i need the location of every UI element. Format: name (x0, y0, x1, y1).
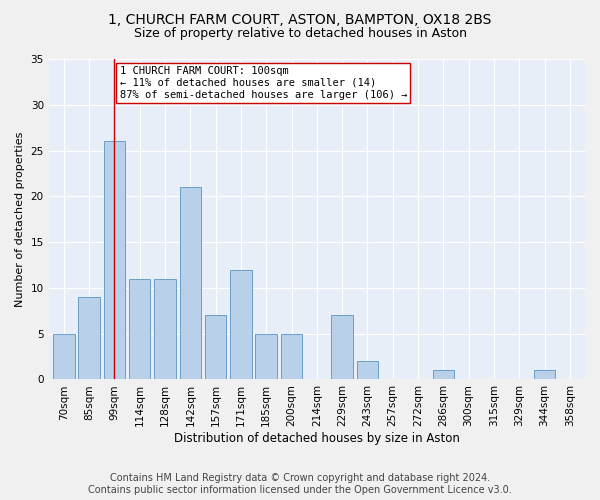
Bar (79, 297, 100, 380)
Text: 1 CHURCH FARM COURT: 100sqm
← 11% of detached houses are smaller (14)
87% of sem: 1 CHURCH FARM COURT: 100sqm ← 11% of det… (119, 66, 407, 100)
Bar (433, 370, 454, 380)
Bar (154, 278, 176, 380)
Bar (356, 361, 378, 380)
Bar (331, 316, 353, 380)
Bar (256, 334, 277, 380)
Bar (230, 270, 251, 380)
Bar (205, 316, 226, 380)
Y-axis label: Number of detached properties: Number of detached properties (15, 132, 25, 307)
Bar (129, 278, 151, 380)
X-axis label: Distribution of detached houses by size in Aston: Distribution of detached houses by size … (174, 432, 460, 445)
Bar (104, 142, 125, 380)
Text: 1, CHURCH FARM COURT, ASTON, BAMPTON, OX18 2BS: 1, CHURCH FARM COURT, ASTON, BAMPTON, OX… (109, 12, 491, 26)
Bar (179, 187, 201, 380)
Bar (534, 370, 555, 380)
Text: Size of property relative to detached houses in Aston: Size of property relative to detached ho… (133, 28, 467, 40)
Text: Contains HM Land Registry data © Crown copyright and database right 2024.
Contai: Contains HM Land Registry data © Crown c… (88, 474, 512, 495)
Bar (53, 334, 74, 380)
Bar (281, 334, 302, 380)
